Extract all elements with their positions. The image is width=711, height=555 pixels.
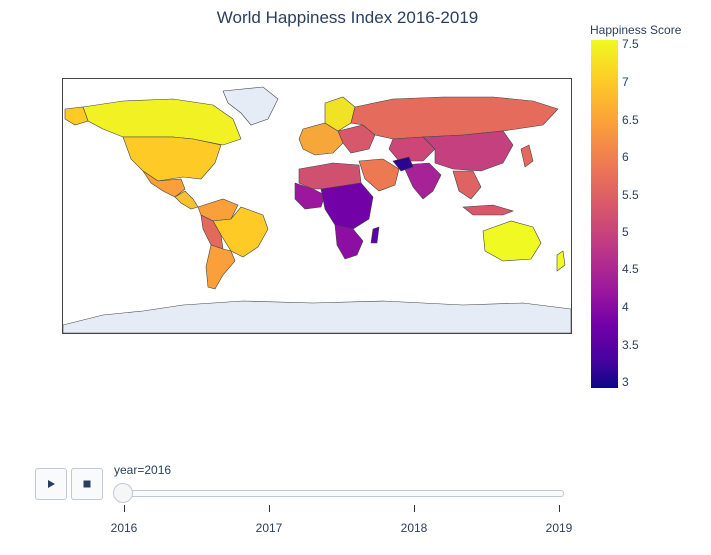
stop-button[interactable]: [71, 468, 103, 500]
colorbar-tick: 5.5: [622, 188, 639, 202]
region-china[interactable]: [422, 130, 514, 172]
region-southeast-asia[interactable]: [452, 170, 482, 200]
region-japan[interactable]: [520, 144, 534, 168]
colorbar-tick: 4: [622, 300, 629, 314]
region-brazil[interactable]: [212, 206, 269, 258]
slider-year-label[interactable]: 2017: [255, 521, 283, 535]
region-india[interactable]: [402, 162, 442, 200]
region-southern-africa[interactable]: [334, 224, 364, 260]
world-map[interactable]: [63, 79, 571, 333]
colorbar: [591, 40, 618, 388]
region-new-zealand[interactable]: [556, 250, 566, 272]
slider-year-label[interactable]: 2018: [400, 521, 428, 535]
slider-tick: [124, 505, 125, 512]
colorbar-tick: 6.5: [622, 113, 639, 127]
region-middle-east[interactable]: [358, 158, 400, 192]
colorbar-tick: 5: [622, 225, 629, 239]
region-russia[interactable]: [350, 96, 559, 140]
region-greenland[interactable]: [222, 86, 279, 126]
year-slider-handle[interactable]: [113, 483, 133, 503]
region-west-africa[interactable]: [294, 182, 326, 210]
slider-tick: [269, 505, 270, 512]
colorbar-title: Happiness Score: [590, 23, 682, 37]
colorbar-tick: 6: [622, 150, 629, 164]
region-antarctica[interactable]: [63, 300, 571, 333]
play-button[interactable]: [35, 468, 67, 500]
region-madagascar[interactable]: [370, 226, 380, 244]
map-area[interactable]: [62, 78, 572, 334]
region-canada[interactable]: [82, 98, 242, 146]
region-usa[interactable]: [122, 136, 222, 182]
region-indonesia[interactable]: [462, 204, 514, 216]
colorbar-tick: 3.5: [622, 338, 639, 352]
stop-icon: [83, 480, 91, 488]
slider-tick: [559, 505, 560, 512]
chart-title: World Happiness Index 2016-2019: [216, 8, 479, 27]
colorbar-tick: 4.5: [622, 262, 639, 276]
slider-year-label[interactable]: 2016: [110, 521, 138, 535]
region-alaska[interactable]: [64, 106, 89, 126]
slider-current-value: year=2016: [114, 463, 172, 477]
slider-tick: [414, 505, 415, 512]
region-argentina-chile[interactable]: [205, 244, 236, 290]
slider-year-label[interactable]: 2019: [545, 521, 573, 535]
region-central-africa[interactable]: [320, 182, 374, 230]
play-icon: [48, 480, 55, 488]
region-afghanistan[interactable]: [392, 156, 414, 172]
colorbar-tick: 7.5: [622, 37, 639, 51]
region-australia[interactable]: [482, 220, 542, 262]
region-mexico[interactable]: [142, 170, 186, 198]
colorbar-tick: 7: [622, 75, 629, 89]
year-slider-track[interactable]: [120, 490, 564, 497]
region-scandinavia[interactable]: [324, 96, 356, 132]
colorbar-tick: 3: [622, 375, 629, 389]
